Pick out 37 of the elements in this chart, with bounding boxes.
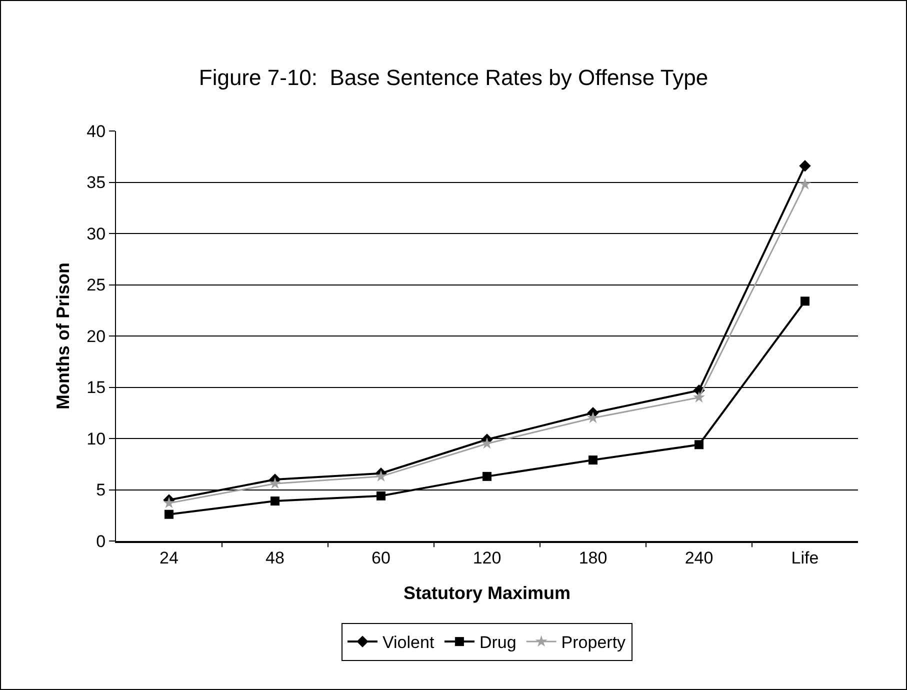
- point: [693, 391, 705, 403]
- point: [694, 440, 704, 450]
- point: [269, 477, 281, 489]
- point: [163, 496, 175, 508]
- point: [587, 412, 599, 424]
- point: [164, 510, 174, 519]
- point: [799, 178, 811, 190]
- legend-label: Violent: [382, 633, 434, 652]
- y-axis-title: Months of Prison: [52, 262, 73, 410]
- legend-label: Property: [561, 633, 626, 652]
- y-tick-label: 15: [86, 378, 106, 398]
- y-tick-label: 0: [96, 532, 106, 551]
- point: [799, 160, 811, 172]
- y-tick-label: 40: [86, 122, 106, 141]
- x-tick-label: 24: [160, 548, 178, 568]
- chart-title: Figure 7-10: Base Sentence Rates by Offense Type: [198, 65, 708, 90]
- y-tick-label: 5: [96, 480, 106, 500]
- point: [375, 470, 387, 482]
- point: [376, 491, 386, 500]
- x-axis-title: Statutory Maximum: [403, 583, 571, 603]
- x-tick-label: Life: [791, 548, 819, 568]
- point: [270, 496, 280, 506]
- y-tick-label: 20: [86, 326, 106, 346]
- legend-label: Drug: [479, 633, 516, 652]
- y-tick-label: 10: [86, 429, 106, 448]
- x-tick-label: 60: [372, 548, 390, 568]
- point: [588, 456, 598, 465]
- point: [481, 437, 493, 449]
- y-tick-label: 25: [86, 276, 106, 295]
- y-tick-label: 35: [86, 173, 106, 192]
- x-tick-label: 48: [266, 548, 284, 568]
- y-tick-label: 30: [86, 224, 106, 244]
- point: [482, 472, 492, 481]
- x-tick-label: 120: [472, 548, 502, 568]
- x-tick-label: 180: [578, 548, 608, 568]
- point: [800, 296, 810, 306]
- x-tick-label: 240: [684, 548, 714, 568]
